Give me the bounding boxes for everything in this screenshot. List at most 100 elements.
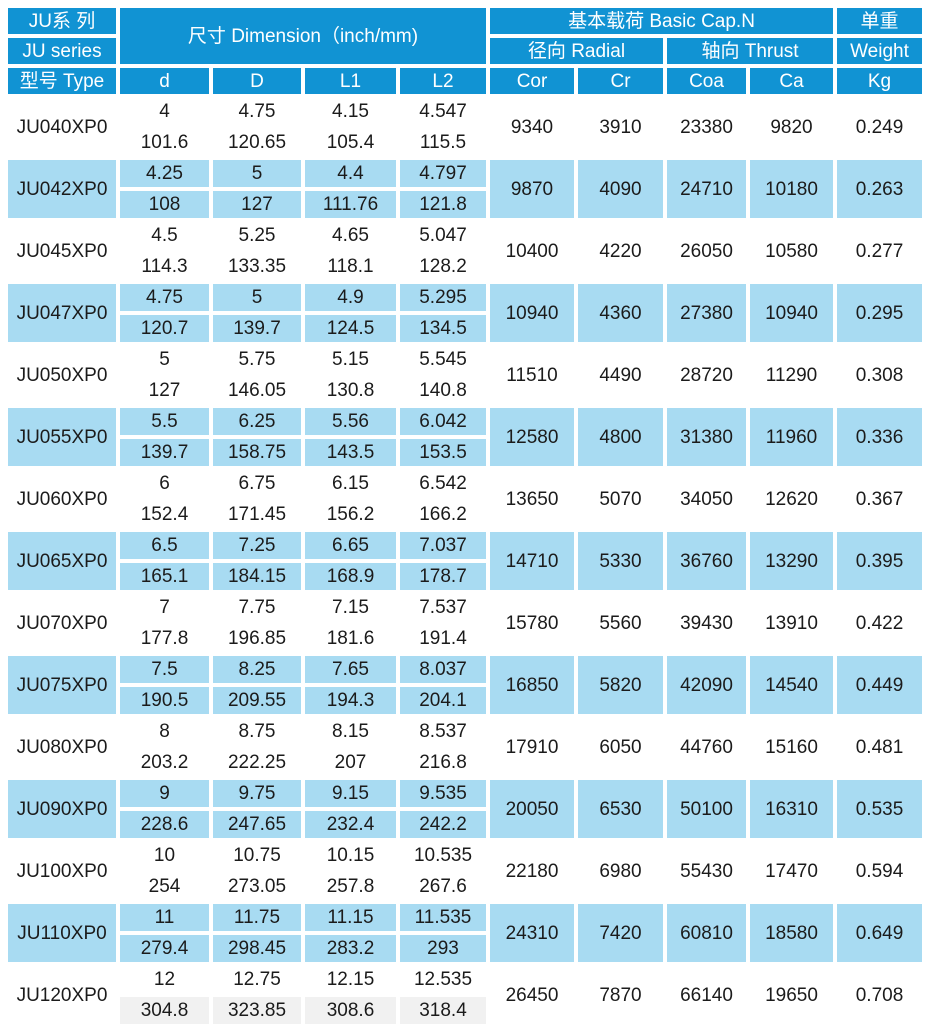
dim-mm-value: 232.4 <box>305 811 396 838</box>
weight-value: 0.367 <box>855 488 904 510</box>
dim-mm-value: 222.25 <box>227 752 287 773</box>
dim-inch-value: 12 <box>153 969 176 990</box>
model-type: JU045XP0 <box>16 240 108 262</box>
weight-value: 0.594 <box>855 860 904 882</box>
load-value: 5330 <box>578 532 663 590</box>
dim-mm-value: 196.85 <box>227 628 287 649</box>
dim-inch-value: 5.15 <box>332 349 369 370</box>
header-dimension: 尺寸 Dimension（inch/mm) <box>120 8 486 64</box>
dim-mm-value: 166.2 <box>419 504 467 525</box>
load-value: 15160 <box>765 736 818 758</box>
model-type: JU100XP0 <box>16 860 108 882</box>
model-type: JU075XP0 <box>8 656 116 714</box>
load-value: 5070 <box>599 488 642 510</box>
dim-mm-value: 153.5 <box>400 439 486 466</box>
weight-value: 0.308 <box>855 364 904 386</box>
dim-mm-value: 304.8 <box>120 997 209 1024</box>
load-value: 42090 <box>667 656 746 714</box>
model-type: JU042XP0 <box>8 160 116 218</box>
load-value: 10940 <box>750 284 833 342</box>
dim-mm-value: 105.4 <box>326 132 375 153</box>
dim-inch-value: 5 <box>213 284 301 311</box>
header-col-Cr: Cr <box>578 68 663 94</box>
dim-inch-value: 10.15 <box>326 845 375 866</box>
dim-mm-value: 204.1 <box>400 687 486 714</box>
load-value: 20050 <box>490 780 574 838</box>
weight-value: 0.535 <box>837 780 922 838</box>
dim-inch-value: 10.75 <box>233 845 281 866</box>
load-value: 3910 <box>599 116 642 138</box>
dim-inch-value: 9.75 <box>213 780 301 807</box>
dim-inch-value: 8.15 <box>332 721 369 742</box>
dim-mm-value: 190.5 <box>120 687 209 714</box>
load-value: 26050 <box>680 240 733 262</box>
dim-inch-value: 7.25 <box>213 532 301 559</box>
dim-mm-value: 178.7 <box>400 563 486 590</box>
dim-inch-value: 11.15 <box>305 904 396 931</box>
dim-mm-value: 152.4 <box>140 504 189 525</box>
load-value: 12620 <box>765 488 818 510</box>
load-value: 5560 <box>599 612 642 634</box>
dim-mm-value: 165.1 <box>120 563 209 590</box>
dim-inch-value: 10 <box>153 845 176 866</box>
header-series-cn: JU系 列 <box>8 8 116 34</box>
load-value: 10400 <box>505 240 559 262</box>
load-value: 4800 <box>578 408 663 466</box>
dim-inch-value: 12.75 <box>233 969 281 990</box>
header-weight-en: Weight <box>837 38 922 64</box>
load-value: 66140 <box>680 984 733 1006</box>
load-value: 19650 <box>765 984 818 1006</box>
dim-inch-value: 6.75 <box>238 473 276 494</box>
dim-inch-value: 4.9 <box>305 284 396 311</box>
dim-inch-value: 12.535 <box>413 969 473 990</box>
load-value: 14710 <box>490 532 574 590</box>
load-value: 4090 <box>578 160 663 218</box>
weight-value: 0.277 <box>855 240 904 262</box>
dim-mm-value: 121.8 <box>400 191 486 218</box>
dim-inch-value: 8.25 <box>213 656 301 683</box>
dim-inch-value: 6.15 <box>332 473 369 494</box>
dim-inch-value: 9 <box>120 780 209 807</box>
dim-inch-value: 5.545 <box>419 349 467 370</box>
dim-inch-value: 6.5 <box>120 532 209 559</box>
header-series-en: JU series <box>8 38 116 64</box>
dim-mm-value: 308.6 <box>305 997 396 1024</box>
dim-inch-value: 7.75 <box>238 597 276 618</box>
load-value: 13650 <box>505 488 559 510</box>
dim-mm-value: 139.7 <box>213 315 301 342</box>
header-basic-cap: 基本载荷 Basic Cap.N <box>490 8 833 34</box>
load-value: 36760 <box>667 532 746 590</box>
dim-mm-value: 128.2 <box>419 256 467 277</box>
load-value: 22180 <box>505 860 559 882</box>
dim-mm-value: 298.45 <box>213 935 301 962</box>
header-col-Cor: Cor <box>490 68 574 94</box>
dim-mm-value: 120.7 <box>120 315 209 342</box>
dim-mm-value: 181.6 <box>326 628 375 649</box>
dim-inch-value: 4.5 <box>151 225 178 246</box>
load-value: 60810 <box>667 904 746 962</box>
load-value: 50100 <box>667 780 746 838</box>
dim-inch-value: 4.75 <box>120 284 209 311</box>
header-radial: 径向 Radial <box>490 38 663 64</box>
header-weight-cn: 单重 <box>837 8 922 34</box>
dim-inch-value: 5.56 <box>305 408 396 435</box>
load-value: 13290 <box>750 532 833 590</box>
load-value: 34050 <box>680 488 733 510</box>
spec-table: JU系 列 尺寸 Dimension（inch/mm) 基本载荷 Basic C… <box>8 8 922 1024</box>
dim-mm-value: 207 <box>334 752 367 773</box>
dim-inch-value: 7.15 <box>332 597 369 618</box>
dim-mm-value: 139.7 <box>120 439 209 466</box>
dim-mm-value: 108 <box>120 191 209 218</box>
load-value: 4360 <box>578 284 663 342</box>
header-thrust: 轴向 Thrust <box>667 38 833 64</box>
load-value: 11290 <box>765 364 818 386</box>
load-value: 16850 <box>490 656 574 714</box>
header-type: 型号 Type <box>8 68 116 94</box>
model-type: JU050XP0 <box>16 364 108 386</box>
header-col-L1: L1 <box>305 68 396 94</box>
dim-mm-value: 120.65 <box>227 132 287 153</box>
load-value: 4490 <box>599 364 642 386</box>
model-type: JU120XP0 <box>16 984 108 1006</box>
model-type: JU065XP0 <box>8 532 116 590</box>
dim-mm-value: 133.35 <box>227 256 287 277</box>
